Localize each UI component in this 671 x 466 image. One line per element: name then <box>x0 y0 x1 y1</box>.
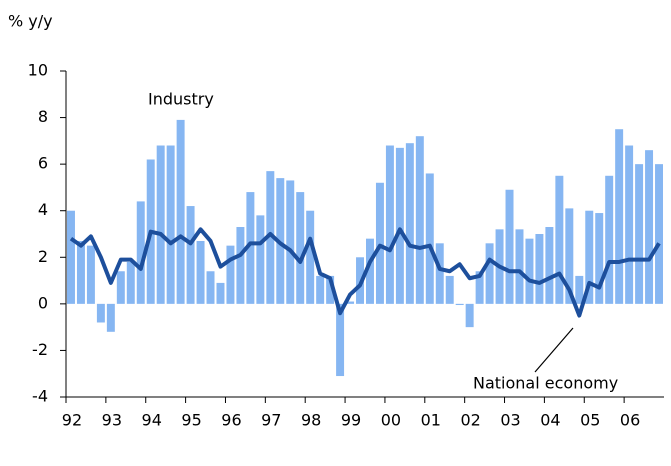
bar <box>366 238 374 304</box>
bar <box>385 145 394 304</box>
x-tick-label: 03 <box>500 411 520 430</box>
bar <box>166 145 175 304</box>
bar <box>475 271 484 304</box>
bar <box>176 119 185 304</box>
x-tick-label: 94 <box>142 411 162 430</box>
series-label: Industry <box>148 90 214 109</box>
bar <box>156 145 165 304</box>
bar <box>485 243 494 304</box>
series-label: National economy <box>473 374 618 393</box>
y-tick-label: 4 <box>38 200 48 219</box>
y-tick-label: 6 <box>38 154 48 173</box>
y-tick-label: 10 <box>28 61 48 80</box>
bar <box>306 210 315 304</box>
bar <box>395 147 404 304</box>
bar <box>605 175 614 304</box>
y-tick-label: -2 <box>32 340 48 359</box>
x-tick-label: 92 <box>62 411 82 430</box>
bar <box>286 180 295 304</box>
bar <box>86 245 95 304</box>
leader-line <box>534 327 574 373</box>
bar <box>615 129 624 304</box>
x-tick-label: 02 <box>460 411 480 430</box>
bar <box>126 261 135 304</box>
y-axis-label: % y/y <box>8 12 53 31</box>
bar <box>216 282 225 304</box>
bar <box>405 143 414 304</box>
bar <box>246 192 255 304</box>
x-tick-label: 00 <box>381 411 401 430</box>
bar <box>196 240 205 304</box>
bar <box>226 245 235 304</box>
x-tick-label: 96 <box>221 411 241 430</box>
y-tick-label: 8 <box>38 107 48 126</box>
bar <box>565 208 574 304</box>
bar <box>346 301 355 304</box>
bar <box>76 240 85 304</box>
bar <box>455 303 464 306</box>
x-tick-label: 01 <box>421 411 441 430</box>
bar <box>635 164 644 304</box>
x-tick-label: 98 <box>301 411 321 430</box>
bar <box>326 275 335 304</box>
x-tick-label: 95 <box>181 411 201 430</box>
bar <box>67 210 75 304</box>
bar <box>375 182 384 304</box>
line <box>69 227 661 318</box>
bar <box>535 234 544 304</box>
bar <box>425 173 434 304</box>
x-tick-label: 97 <box>261 411 281 430</box>
bar <box>585 210 594 304</box>
x-tick-label: 99 <box>341 411 361 430</box>
bar <box>645 150 654 304</box>
bar <box>266 171 275 304</box>
y-tick-label: 0 <box>38 293 48 312</box>
y-tick-label: 2 <box>38 247 48 266</box>
bar <box>415 136 424 304</box>
bar <box>625 145 634 304</box>
bar <box>445 275 454 304</box>
bar <box>256 215 265 304</box>
bar <box>655 164 663 304</box>
x-tick-label: 06 <box>620 411 640 430</box>
x-tick-label: 93 <box>102 411 122 430</box>
bar <box>515 229 524 304</box>
bar <box>296 192 305 304</box>
bar <box>206 271 215 304</box>
bar <box>505 189 514 304</box>
bar <box>555 175 564 304</box>
bar <box>136 201 145 304</box>
bar <box>316 275 325 304</box>
bar <box>116 271 125 304</box>
bar <box>545 227 554 304</box>
bar <box>236 227 245 304</box>
bar <box>186 206 195 304</box>
bar <box>465 303 474 328</box>
x-tick-label: 05 <box>580 411 600 430</box>
y-tick-label: -4 <box>32 387 48 406</box>
bar <box>336 303 345 377</box>
bar <box>525 238 534 304</box>
bar <box>595 213 604 304</box>
bar <box>96 303 105 323</box>
bar <box>435 243 444 304</box>
bar <box>575 275 584 304</box>
x-tick-label: 04 <box>540 411 560 430</box>
bar <box>106 303 115 332</box>
